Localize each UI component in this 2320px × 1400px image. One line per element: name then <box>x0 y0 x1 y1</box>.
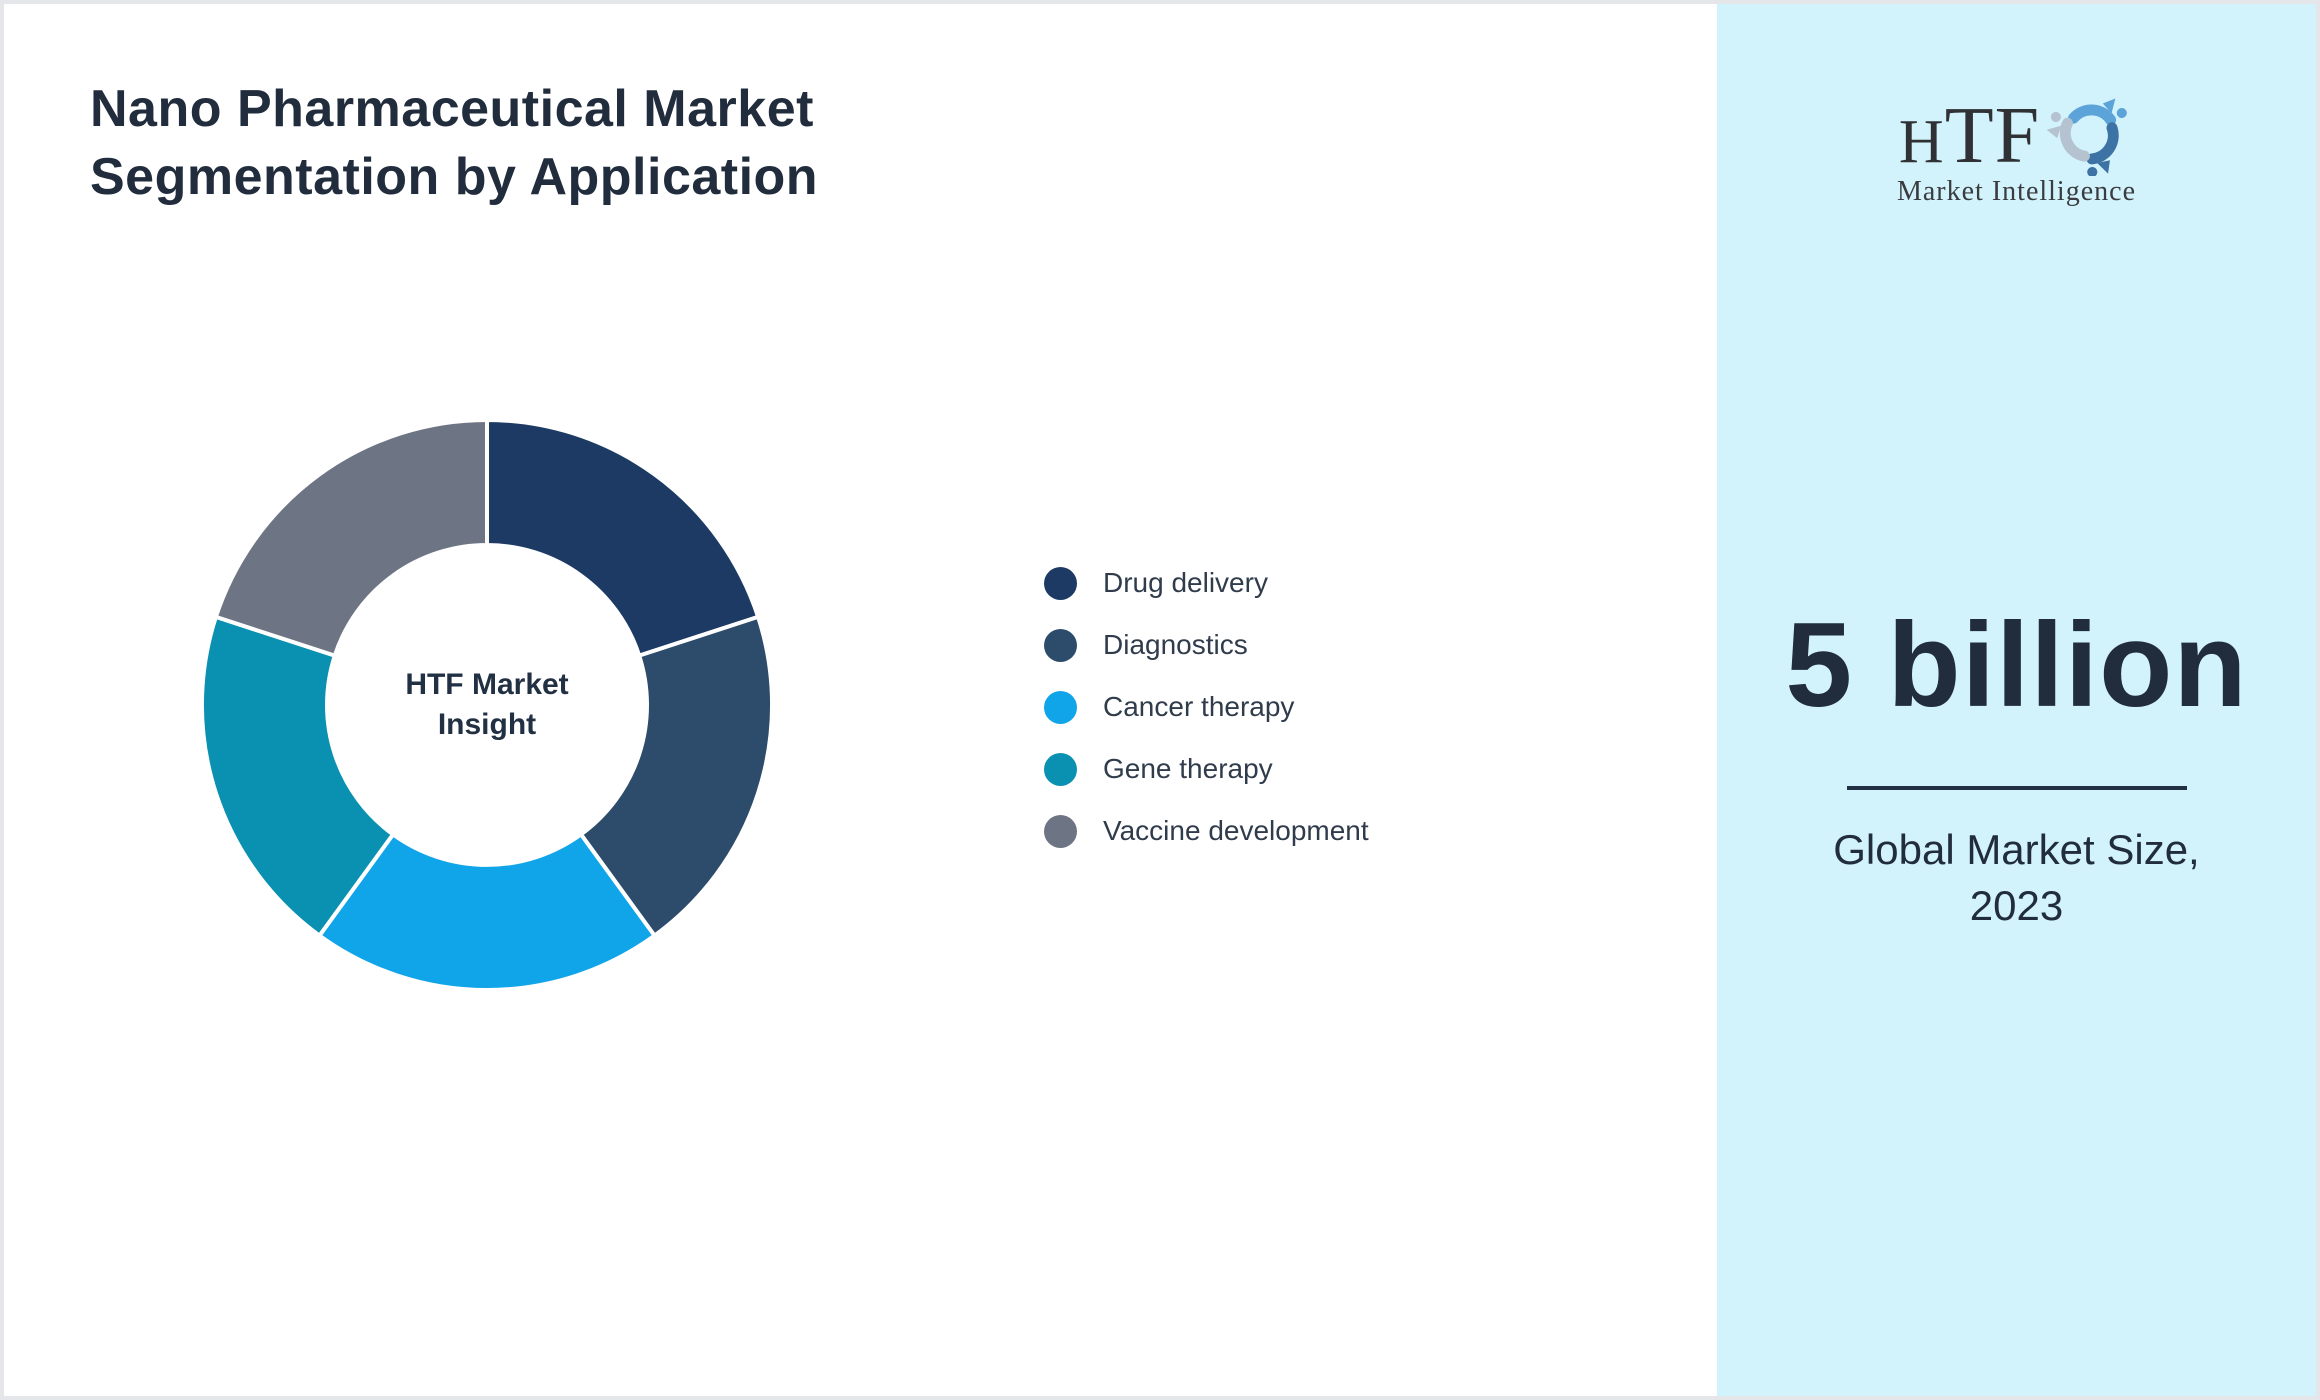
stat-divider <box>1847 786 2187 790</box>
infographic-page: Nano Pharmaceutical Market Segmentation … <box>4 4 2316 1396</box>
logo-letter: H <box>1898 108 1945 176</box>
donut-chart: HTF Market Insight <box>187 405 787 1005</box>
logo-letter: T <box>1944 92 1995 180</box>
legend-swatch-icon <box>1044 814 1077 848</box>
sidebar-panel: HTF <box>1717 4 2316 1396</box>
donut-segment-gene-therapy <box>200 614 396 939</box>
donut-segment-cancer-therapy <box>316 831 658 993</box>
legend-swatch-icon <box>1044 566 1077 600</box>
legend-item: Diagnostics <box>1044 622 1369 668</box>
legend-item: Cancer therapy <box>1044 684 1369 730</box>
market-size-value: 5 billion <box>1785 598 2248 732</box>
dolphin-swirl-icon <box>2046 98 2127 176</box>
chart-legend: Drug delivery Diagnostics Cancer therapy… <box>1044 560 1369 870</box>
logo-letter: F <box>1994 92 2041 180</box>
legend-swatch-icon <box>1044 752 1077 786</box>
htf-logo: HTF <box>1717 78 2316 208</box>
legend-label: Vaccine development <box>1103 815 1369 846</box>
htf-logo-subtitle: Market Intelligence <box>1896 176 2136 207</box>
legend-item: Gene therapy <box>1044 746 1369 792</box>
legend-label: Gene therapy <box>1103 753 1273 784</box>
htf-logo-text: HTF <box>1899 91 2040 182</box>
legend-label: Cancer therapy <box>1103 691 1295 722</box>
donut-segment-vaccine-development <box>213 417 489 659</box>
legend-swatch-icon <box>1044 628 1077 662</box>
legend-label: Drug delivery <box>1103 567 1268 598</box>
legend-item: Vaccine development <box>1044 808 1369 854</box>
donut-segment-diagnostics <box>578 614 774 939</box>
legend-item: Drug delivery <box>1044 560 1369 606</box>
donut-chart-svg <box>200 417 774 993</box>
donut-segment-drug-delivery <box>485 417 761 659</box>
page-title: Nano Pharmaceutical Market Segmentation … <box>90 79 819 206</box>
legend-swatch-icon <box>1044 690 1077 724</box>
market-size-caption: Global Market Size, 2023 <box>1833 826 2200 929</box>
legend-label: Diagnostics <box>1103 629 1248 660</box>
